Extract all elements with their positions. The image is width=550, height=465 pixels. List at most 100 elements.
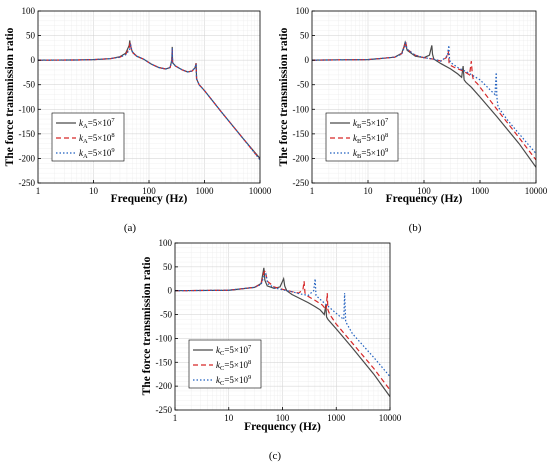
legend-subscript: A — [83, 123, 88, 130]
y-tick-label: -200 — [293, 153, 310, 163]
chart-panel-c: 1 10 100 1000 10000 100 50 0 -50 -100 -150 -200 -250… — [141, 238, 402, 462]
legend-symbol: k — [216, 375, 221, 385]
legend-value: =5×10 — [88, 148, 112, 158]
chart-panel-b: 1 10 100 1000 10000 100 50 0 -50 -100 -150 -200 -250… — [278, 6, 548, 234]
y-tick-label: -50 — [160, 310, 172, 320]
legend-value: =5×10 — [224, 345, 248, 355]
x-tick-label: 1000 — [327, 413, 346, 423]
x-axis-label: Frequency (Hz) — [111, 193, 188, 205]
x-tick-label: 1 — [173, 413, 178, 423]
legend-subscript: A — [83, 153, 88, 160]
legend-label: kB=5×107 — [353, 117, 389, 130]
y-tick-label: -250 — [293, 178, 310, 188]
legend-value: =5×10 — [88, 133, 112, 143]
legend-value: =5×10 — [224, 360, 248, 370]
x-tick-label: 10000 — [249, 186, 272, 196]
y-tick-label: 100 — [159, 238, 173, 248]
x-tick-label: 100 — [142, 186, 156, 196]
grid — [37, 10, 260, 184]
x-tick-label: 1000 — [471, 186, 490, 196]
y-tick-label: 100 — [296, 6, 310, 16]
legend-subscript: A — [83, 138, 88, 145]
legend-subscript: B — [357, 138, 362, 145]
legend-exponent: 8 — [111, 132, 114, 139]
x-tick-label: 1 — [36, 186, 41, 196]
x-tick-label: 10 — [364, 186, 374, 196]
legend-exponent: 8 — [248, 359, 251, 366]
legend-subscript: B — [357, 123, 362, 130]
panel-caption: (c) — [269, 450, 282, 462]
x-tick-label: 1 — [310, 186, 315, 196]
legend-label: kC=5×108 — [216, 359, 251, 372]
y-tick-label: -150 — [156, 357, 173, 367]
legend-subscript: C — [220, 380, 224, 387]
legend-value: =5×10 — [361, 118, 385, 128]
legend-exponent: 7 — [248, 344, 252, 351]
legend-symbol: k — [79, 148, 84, 158]
legend-subscript: B — [357, 153, 362, 160]
y-tick-label: 0 — [305, 55, 310, 65]
y-tick-label: -100 — [156, 333, 173, 343]
y-tick-label: 50 — [26, 31, 36, 41]
legend-symbol: k — [353, 133, 358, 143]
legend-label: kA=5×107 — [79, 117, 115, 130]
series-line-9 — [175, 272, 390, 377]
legend-value: =5×10 — [361, 133, 385, 143]
legend-exponent: 9 — [248, 374, 251, 381]
legend-exponent: 9 — [385, 147, 388, 154]
y-tick-label: -50 — [23, 80, 35, 90]
y-tick-label: 50 — [163, 262, 173, 272]
legend-symbol: k — [353, 118, 358, 128]
y-tick-label: -100 — [19, 104, 36, 114]
y-tick-label: 100 — [22, 6, 36, 16]
x-axis-label: Frequency (Hz) — [386, 193, 463, 205]
y-tick-label: -250 — [19, 178, 36, 188]
legend-exponent: 7 — [385, 117, 389, 124]
y-tick-label: 0 — [168, 286, 173, 296]
x-tick-label: 10000 — [525, 186, 548, 196]
legend-exponent: 9 — [111, 147, 114, 154]
legend-label: kA=5×108 — [79, 132, 115, 145]
legend-symbol: k — [216, 345, 221, 355]
chart-panel-a: 1 10 100 1000 10000 100 50 0 -50 -100 -150 -200 -250… — [4, 6, 272, 234]
panel-caption: (a) — [124, 222, 137, 234]
legend-label: kB=5×109 — [353, 147, 388, 160]
y-tick-label: -200 — [156, 381, 173, 391]
y-tick-label: 50 — [300, 31, 310, 41]
legend-label: kC=5×107 — [216, 344, 252, 357]
x-tick-label: 10 — [224, 413, 234, 423]
legend-value: =5×10 — [361, 148, 385, 158]
y-tick-label: -50 — [297, 80, 309, 90]
legend-label: kA=5×109 — [79, 147, 115, 160]
series-line-8 — [175, 269, 390, 391]
legend-value: =5×10 — [224, 375, 248, 385]
legend-symbol: k — [79, 133, 84, 143]
legend-subscript: C — [220, 350, 224, 357]
legend-subscript: C — [220, 365, 224, 372]
series-line-9 — [38, 43, 260, 161]
legend-value: =5×10 — [88, 118, 112, 128]
series-line-7 — [175, 267, 390, 397]
y-axis-label: The force transmission ratio — [141, 256, 153, 395]
y-tick-label: -150 — [293, 129, 310, 139]
legend-exponent: 8 — [385, 132, 388, 139]
y-tick-label: -250 — [156, 405, 173, 415]
panel-caption: (b) — [409, 222, 422, 234]
x-tick-label: 100 — [276, 413, 290, 423]
legend-exponent: 7 — [111, 117, 115, 124]
x-axis-label: Frequency (Hz) — [244, 421, 321, 433]
x-tick-label: 100 — [417, 186, 431, 196]
y-axis-label: The force transmission ratio — [4, 27, 16, 166]
legend-label: kC=5×109 — [216, 374, 251, 387]
y-tick-label: -100 — [293, 104, 310, 114]
x-tick-label: 1000 — [196, 186, 215, 196]
y-axis-label: The force transmission ratio — [278, 27, 290, 166]
y-tick-label: 0 — [31, 55, 36, 65]
x-tick-label: 10000 — [379, 413, 402, 423]
x-tick-label: 10 — [89, 186, 99, 196]
grid — [174, 242, 390, 411]
y-tick-label: -200 — [19, 153, 36, 163]
